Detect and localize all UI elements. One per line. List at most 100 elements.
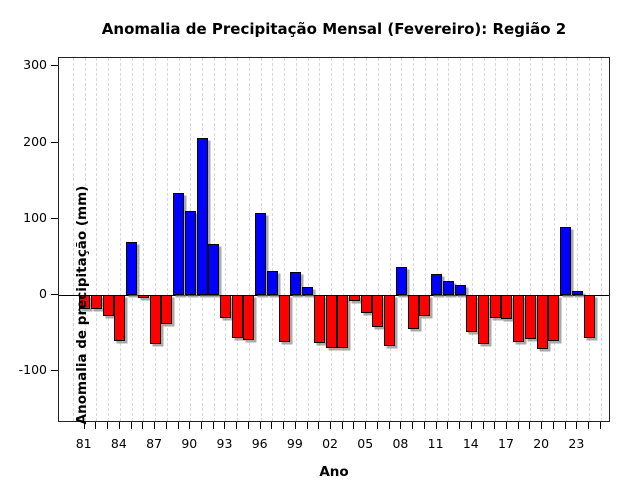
gridline-year-2018 <box>518 58 520 421</box>
bar-2015 <box>478 295 490 344</box>
x-tick-2020 <box>541 422 543 429</box>
y-tick-100 <box>51 217 58 219</box>
bar-1998 <box>278 295 290 343</box>
y-tick-label-300: 300 <box>23 57 47 73</box>
x-tick-2002 <box>330 422 332 429</box>
x-tick-1998 <box>283 422 285 429</box>
bar-1988 <box>161 295 173 324</box>
gridline-year-2002 <box>331 58 333 421</box>
x-tick-2010 <box>423 422 425 429</box>
x-tick-2017 <box>505 422 507 429</box>
x-tick-2024 <box>588 422 590 429</box>
bar-2012 <box>442 281 454 295</box>
gridline-year-1999 <box>295 58 297 421</box>
gridline-year-1984 <box>119 58 121 421</box>
bar-2024 <box>583 295 595 338</box>
gridline-year-1997 <box>272 58 274 421</box>
x-tick-2006 <box>376 422 378 429</box>
x-tick-2000 <box>306 422 308 429</box>
bar-1983 <box>102 295 114 317</box>
gridline-year-2005 <box>366 58 368 421</box>
bar-2018 <box>513 295 525 342</box>
gridline-year-1985 <box>131 58 133 421</box>
bar-1982 <box>90 295 102 310</box>
x-tick-1996 <box>259 422 261 429</box>
bar-2019 <box>524 295 536 340</box>
gridline-year-2023 <box>577 58 579 421</box>
x-tick-1982 <box>95 422 97 429</box>
gridline-year-1988 <box>166 58 168 421</box>
y-tick-label--100: -100 <box>18 362 47 378</box>
x-tick-label-1984: 84 <box>110 436 127 451</box>
gridline-year-2024 <box>589 58 591 421</box>
x-tick-2011 <box>435 422 437 429</box>
x-axis-title: Ano <box>319 464 349 480</box>
x-tick-2001 <box>318 422 320 429</box>
x-tick-1988 <box>165 422 167 429</box>
bar-2020 <box>536 295 548 350</box>
y-axis-title: Anomalia de precipitação (mm) <box>74 185 90 425</box>
bar-2001 <box>313 295 325 344</box>
x-tick-label-1990: 90 <box>181 436 198 451</box>
gridline-year-2020 <box>542 58 544 421</box>
x-tick-2023 <box>576 422 578 429</box>
x-tick-2015 <box>482 422 484 429</box>
bar-2009 <box>407 295 419 329</box>
bar-1989 <box>173 192 185 295</box>
x-tick-1999 <box>294 422 296 429</box>
x-tick-2022 <box>564 422 566 429</box>
bar-2006 <box>372 295 384 328</box>
gridline-year-2017 <box>506 58 508 421</box>
x-tick-1984 <box>118 422 120 429</box>
x-tick-label-1987: 87 <box>146 436 163 451</box>
gridline-year-2013 <box>460 58 462 421</box>
x-tick-2008 <box>400 422 402 429</box>
bar-1986 <box>137 295 149 299</box>
gridline-year-1992 <box>213 58 215 421</box>
bar-2021 <box>548 295 560 341</box>
x-tick-label-1981: 81 <box>75 436 92 451</box>
gridline-year-2004 <box>354 58 356 421</box>
x-tick-label-1993: 93 <box>216 436 233 451</box>
x-tick-1983 <box>107 422 109 429</box>
x-tick-2007 <box>388 422 390 429</box>
x-tick-2021 <box>552 422 554 429</box>
gridline-year-2016 <box>495 58 497 421</box>
gridline-year-1998 <box>284 58 286 421</box>
bar-2022 <box>560 227 572 295</box>
bar-1993 <box>219 295 231 318</box>
x-tick-2014 <box>470 422 472 429</box>
x-tick-1994 <box>236 422 238 429</box>
bar-1996 <box>255 213 267 295</box>
x-tick-1997 <box>271 422 273 429</box>
x-tick-1989 <box>177 422 179 429</box>
x-tick-2005 <box>365 422 367 429</box>
gridline-year-1995 <box>248 58 250 421</box>
bar-2023 <box>571 291 583 295</box>
gridline-year-2003 <box>342 58 344 421</box>
bar-2007 <box>384 295 396 347</box>
gridline-year-1981 <box>84 58 86 421</box>
x-tick-2016 <box>494 422 496 429</box>
gridline-year-2010 <box>424 58 426 421</box>
bar-2016 <box>489 295 501 318</box>
gridline-year-2025 <box>600 58 602 421</box>
bar-1991 <box>196 137 208 295</box>
gridline-year-2012 <box>448 58 450 421</box>
x-tick-label-2005: 05 <box>357 436 374 451</box>
y-tick-200 <box>51 141 58 143</box>
x-tick-1981 <box>83 422 85 429</box>
bar-2003 <box>337 295 349 349</box>
x-tick-2013 <box>459 422 461 429</box>
gridline-year-2021 <box>553 58 555 421</box>
gridline-year-1982 <box>96 58 98 421</box>
gridline-year-1980 <box>72 58 74 421</box>
gridline-year-2019 <box>530 58 532 421</box>
bar-1992 <box>208 243 220 295</box>
x-tick-1986 <box>142 422 144 429</box>
y-tick-label-200: 200 <box>23 133 47 149</box>
y-tick--100 <box>51 370 58 372</box>
x-tick-2003 <box>341 422 343 429</box>
x-tick-2025 <box>599 422 601 429</box>
gridline-year-2006 <box>377 58 379 421</box>
